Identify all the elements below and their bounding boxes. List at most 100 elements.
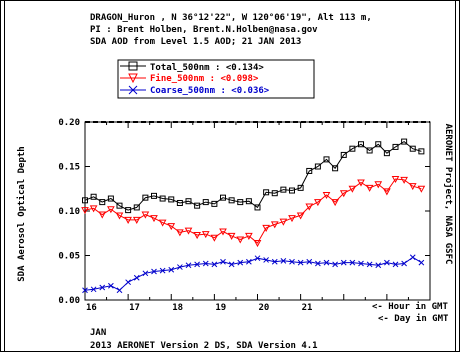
legend-fine-marker: [128, 73, 138, 84]
data-point-total: [358, 141, 364, 148]
data-point-fine: [296, 212, 305, 220]
data-point-coarse: [116, 287, 123, 294]
data-point-coarse: [168, 266, 175, 273]
footer-version: 2013 AERONET Version 2 DS, SDA Version 4…: [90, 340, 318, 351]
data-point-coarse: [306, 258, 313, 265]
data-point-total: [159, 195, 166, 202]
data-point-coarse: [142, 270, 149, 277]
data-point-fine: [322, 191, 331, 200]
data-point-total: [220, 194, 226, 201]
data-point-coarse: [384, 259, 390, 266]
legend-coarse-marker: [128, 85, 138, 95]
data-point-total: [314, 163, 321, 170]
data-point-fine: [270, 221, 279, 229]
data-point-total: [366, 147, 373, 154]
data-point-coarse: [323, 259, 330, 266]
y-axis-ticks: 0.20 0.15 0.10 0.05 0.00: [58, 118, 430, 306]
data-point-coarse: [315, 260, 321, 267]
data-point-fine: [374, 181, 383, 189]
y-axis-title: SDA Aerosol Optical Depth: [16, 146, 27, 281]
data-point-fine: [365, 184, 374, 192]
data-point-total: [375, 141, 382, 148]
y-tick-label: 0.15: [58, 163, 80, 173]
data-point-coarse: [108, 282, 114, 289]
series-line-fine: [84, 178, 422, 244]
data-point-coarse: [340, 259, 347, 266]
x-tick-label: 18: [172, 303, 183, 313]
data-point-coarse: [159, 267, 166, 274]
data-point-coarse: [211, 261, 218, 268]
legend-coarse-label: Coarse_500nm : <0.036>: [150, 86, 270, 96]
data-point-total: [237, 199, 244, 206]
data-point-coarse: [82, 287, 88, 294]
data-point-total: [254, 204, 261, 211]
hour-axis-label: <- Hour in GMT: [372, 301, 448, 312]
data-point-total: [228, 197, 235, 204]
data-point-coarse: [177, 264, 183, 270]
data-point-fine: [408, 183, 417, 191]
data-point-coarse: [366, 261, 373, 268]
y-tick-label: 0.20: [58, 118, 80, 128]
data-point-total: [107, 195, 114, 202]
data-point-total: [349, 145, 356, 152]
series-line-coarse: [84, 256, 422, 291]
data-point-fine: [227, 232, 236, 240]
data-point-fine: [314, 199, 322, 207]
data-point-coarse: [297, 259, 304, 266]
data-point-coarse: [401, 260, 407, 267]
legend-fine: Fine_500nm : <0.098>: [120, 73, 259, 84]
data-point-fine: [184, 227, 193, 235]
data-point-coarse: [349, 259, 356, 266]
data-point-coarse: [289, 258, 295, 265]
data-point-total: [280, 186, 287, 193]
plot-area: [84, 121, 431, 301]
data-point-total: [245, 198, 252, 205]
data-point-coarse: [271, 258, 278, 265]
data-point-total: [297, 184, 304, 191]
data-point-fine: [124, 216, 132, 224]
day-axis-label: <- Day in GMT: [378, 313, 449, 324]
legend-box: [117, 59, 315, 99]
data-point-coarse: [194, 261, 200, 268]
data-point-coarse: [202, 260, 209, 267]
data-point-total: [194, 202, 201, 209]
legend-coarse: Coarse_500nm : <0.036>: [120, 85, 270, 96]
data-point-coarse: [185, 262, 192, 269]
data-point-fine: [132, 216, 141, 224]
data-point-coarse: [280, 257, 287, 264]
data-point-fine: [115, 212, 124, 220]
data-point-fine: [253, 240, 262, 248]
data-point-coarse: [151, 268, 157, 275]
data-point-total: [392, 143, 399, 150]
data-point-total: [418, 148, 425, 155]
data-point-fine: [400, 176, 408, 184]
series-line-total: [84, 140, 422, 211]
data-point-fine: [331, 199, 339, 207]
data-point-coarse: [99, 284, 106, 291]
data-point-total: [306, 167, 313, 174]
data-point-fine: [245, 232, 253, 240]
x-tick-label: 17: [129, 303, 140, 313]
data-point-total: [82, 197, 88, 204]
header-line-3: SDA AOD from Level 1.5 AOD; 21 JAN 2013: [90, 37, 301, 47]
data-point-fine: [357, 179, 365, 187]
legend-total-label: Total_500nm : <0.134>: [150, 63, 264, 73]
header-line-1: DRAGON_Huron , N 36°12'22", W 120°06'19"…: [90, 13, 372, 23]
data-point-fine: [193, 232, 201, 240]
data-point-coarse: [125, 279, 131, 286]
data-point-fine: [391, 175, 400, 184]
data-point-total: [133, 204, 140, 211]
data-point-total: [151, 192, 157, 199]
data-point-fine: [348, 185, 357, 193]
data-point-fine: [383, 188, 391, 196]
data-point-coarse: [409, 254, 416, 261]
data-point-total: [211, 200, 218, 207]
data-point-total: [401, 138, 408, 145]
data-point-coarse: [358, 260, 364, 267]
data-point-total: [289, 187, 295, 194]
y-tick-label: 0.00: [58, 296, 80, 306]
legend-total-marker: [128, 61, 138, 71]
header-line-2: PI : Brent Holben, Brent.N.Holben@nasa.g…: [90, 25, 318, 35]
data-point-fine: [236, 236, 245, 244]
